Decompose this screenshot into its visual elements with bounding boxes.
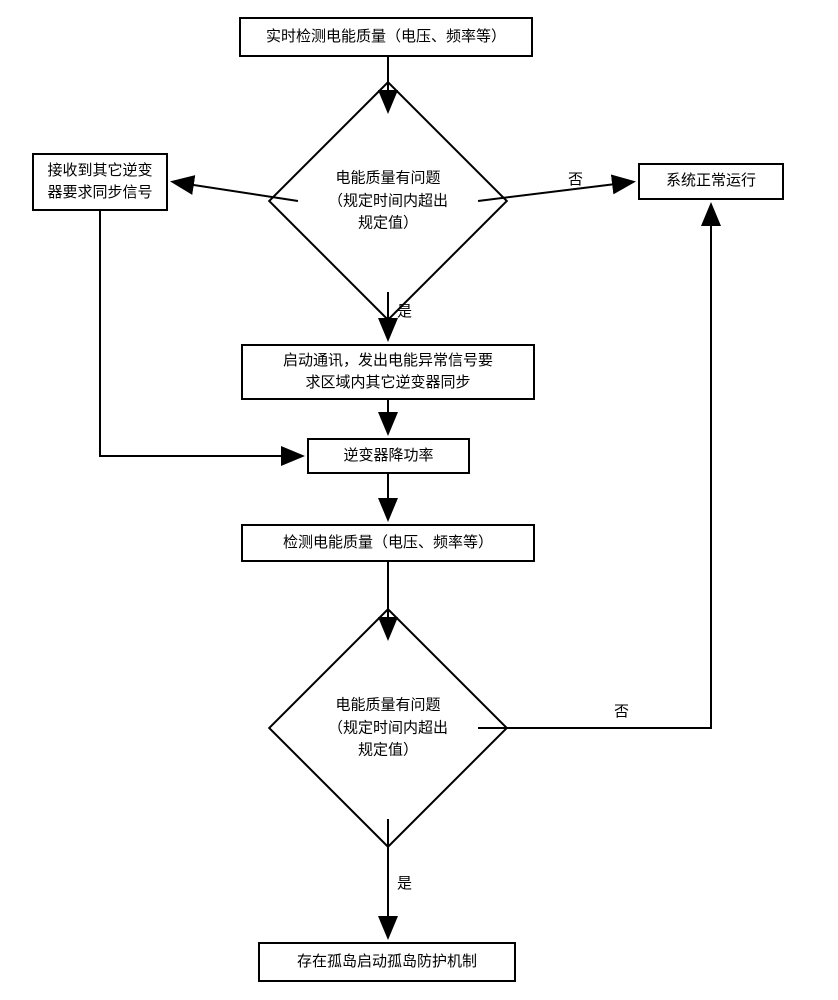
node-text: 检测电能质量（电压、频率等） bbox=[283, 532, 493, 555]
decision-quality-2: 电能质量有问题（规定时间内超出规定值） bbox=[303, 643, 473, 813]
label-no-1: 否 bbox=[568, 168, 583, 189]
node-text: 接收到其它逆变器要求同步信号 bbox=[47, 160, 152, 205]
label-yes-1: 是 bbox=[397, 300, 412, 321]
node-text: 启动通讯，发出电能异常信号要求区域内其它逆变器同步 bbox=[283, 350, 493, 395]
node-normal-run: 系统正常运行 bbox=[638, 163, 784, 200]
node-detect-realtime: 实时检测电能质量（电压、频率等） bbox=[239, 17, 533, 57]
decision-quality-1: 电能质量有问题（规定时间内超出规定值） bbox=[303, 116, 473, 286]
node-text: 实时检测电能质量（电压、频率等） bbox=[266, 26, 506, 49]
node-text: 电能质量有问题（规定时间内超出规定值） bbox=[261, 694, 516, 762]
node-text: 逆变器降功率 bbox=[343, 445, 433, 468]
node-reduce-power: 逆变器降功率 bbox=[307, 438, 470, 474]
node-detect-quality: 检测电能质量（电压、频率等） bbox=[241, 524, 535, 562]
node-text: 存在孤岛启动孤岛防护机制 bbox=[297, 951, 477, 974]
node-text: 电能质量有问题（规定时间内超出规定值） bbox=[261, 167, 516, 235]
label-no-2: 否 bbox=[614, 700, 629, 721]
node-text: 系统正常运行 bbox=[666, 170, 756, 193]
node-receive-signal: 接收到其它逆变器要求同步信号 bbox=[32, 153, 168, 211]
label-yes-2: 是 bbox=[397, 872, 412, 893]
node-start-comm: 启动通讯，发出电能异常信号要求区域内其它逆变器同步 bbox=[241, 344, 535, 400]
node-island-protect: 存在孤岛启动孤岛防护机制 bbox=[258, 942, 516, 982]
